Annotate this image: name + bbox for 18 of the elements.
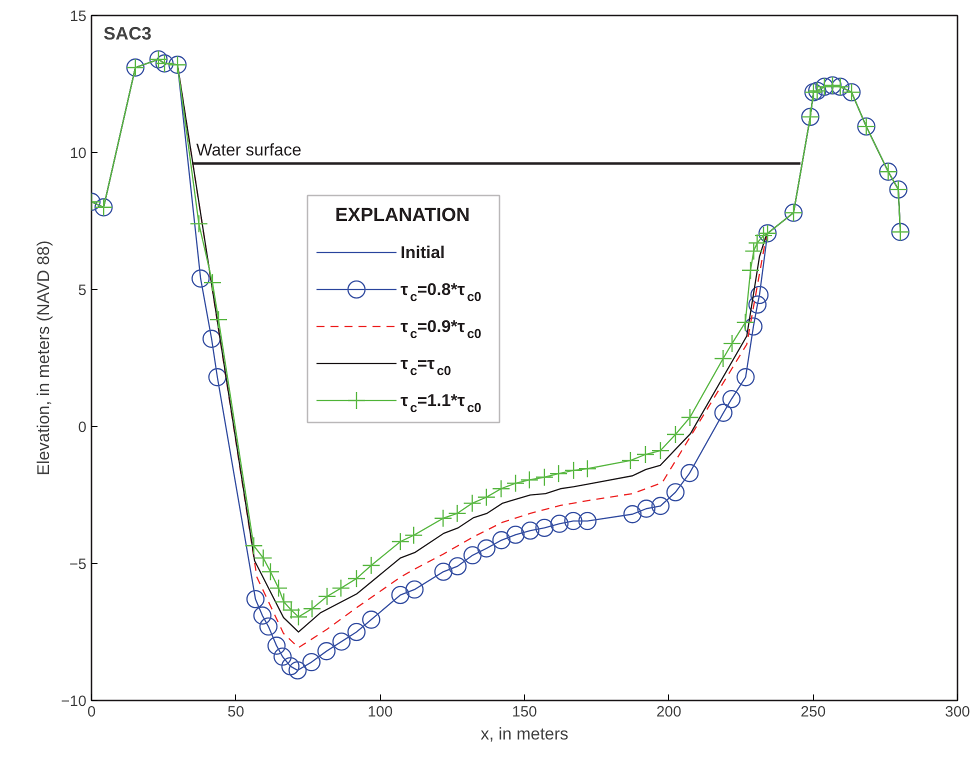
x-tick-label: 300 [944, 704, 970, 720]
y-tick-label: 5 [78, 282, 86, 299]
x-tick-label: 100 [368, 704, 393, 720]
chart-title: SAC3 [104, 24, 152, 44]
y-tick-label: 15 [70, 8, 87, 25]
legend-title: EXPLANATION [335, 205, 470, 226]
y-tick-label: −5 [69, 556, 87, 573]
legend-label: Initial [400, 243, 445, 262]
x-tick-label: 200 [656, 704, 682, 720]
x-tick-label: 50 [227, 704, 244, 720]
y-tick-label: 0 [78, 419, 86, 436]
y-axis-title: Elevation, in meters (NAVD 88) [34, 240, 54, 476]
y-tick-label: −10 [61, 693, 87, 710]
y-tick-label: 10 [70, 145, 87, 162]
x-tick-label: 150 [512, 704, 538, 720]
x-axis-title: x, in meters [480, 724, 568, 744]
x-tick-label: 250 [800, 704, 826, 720]
annotation: Water surface [196, 140, 302, 160]
